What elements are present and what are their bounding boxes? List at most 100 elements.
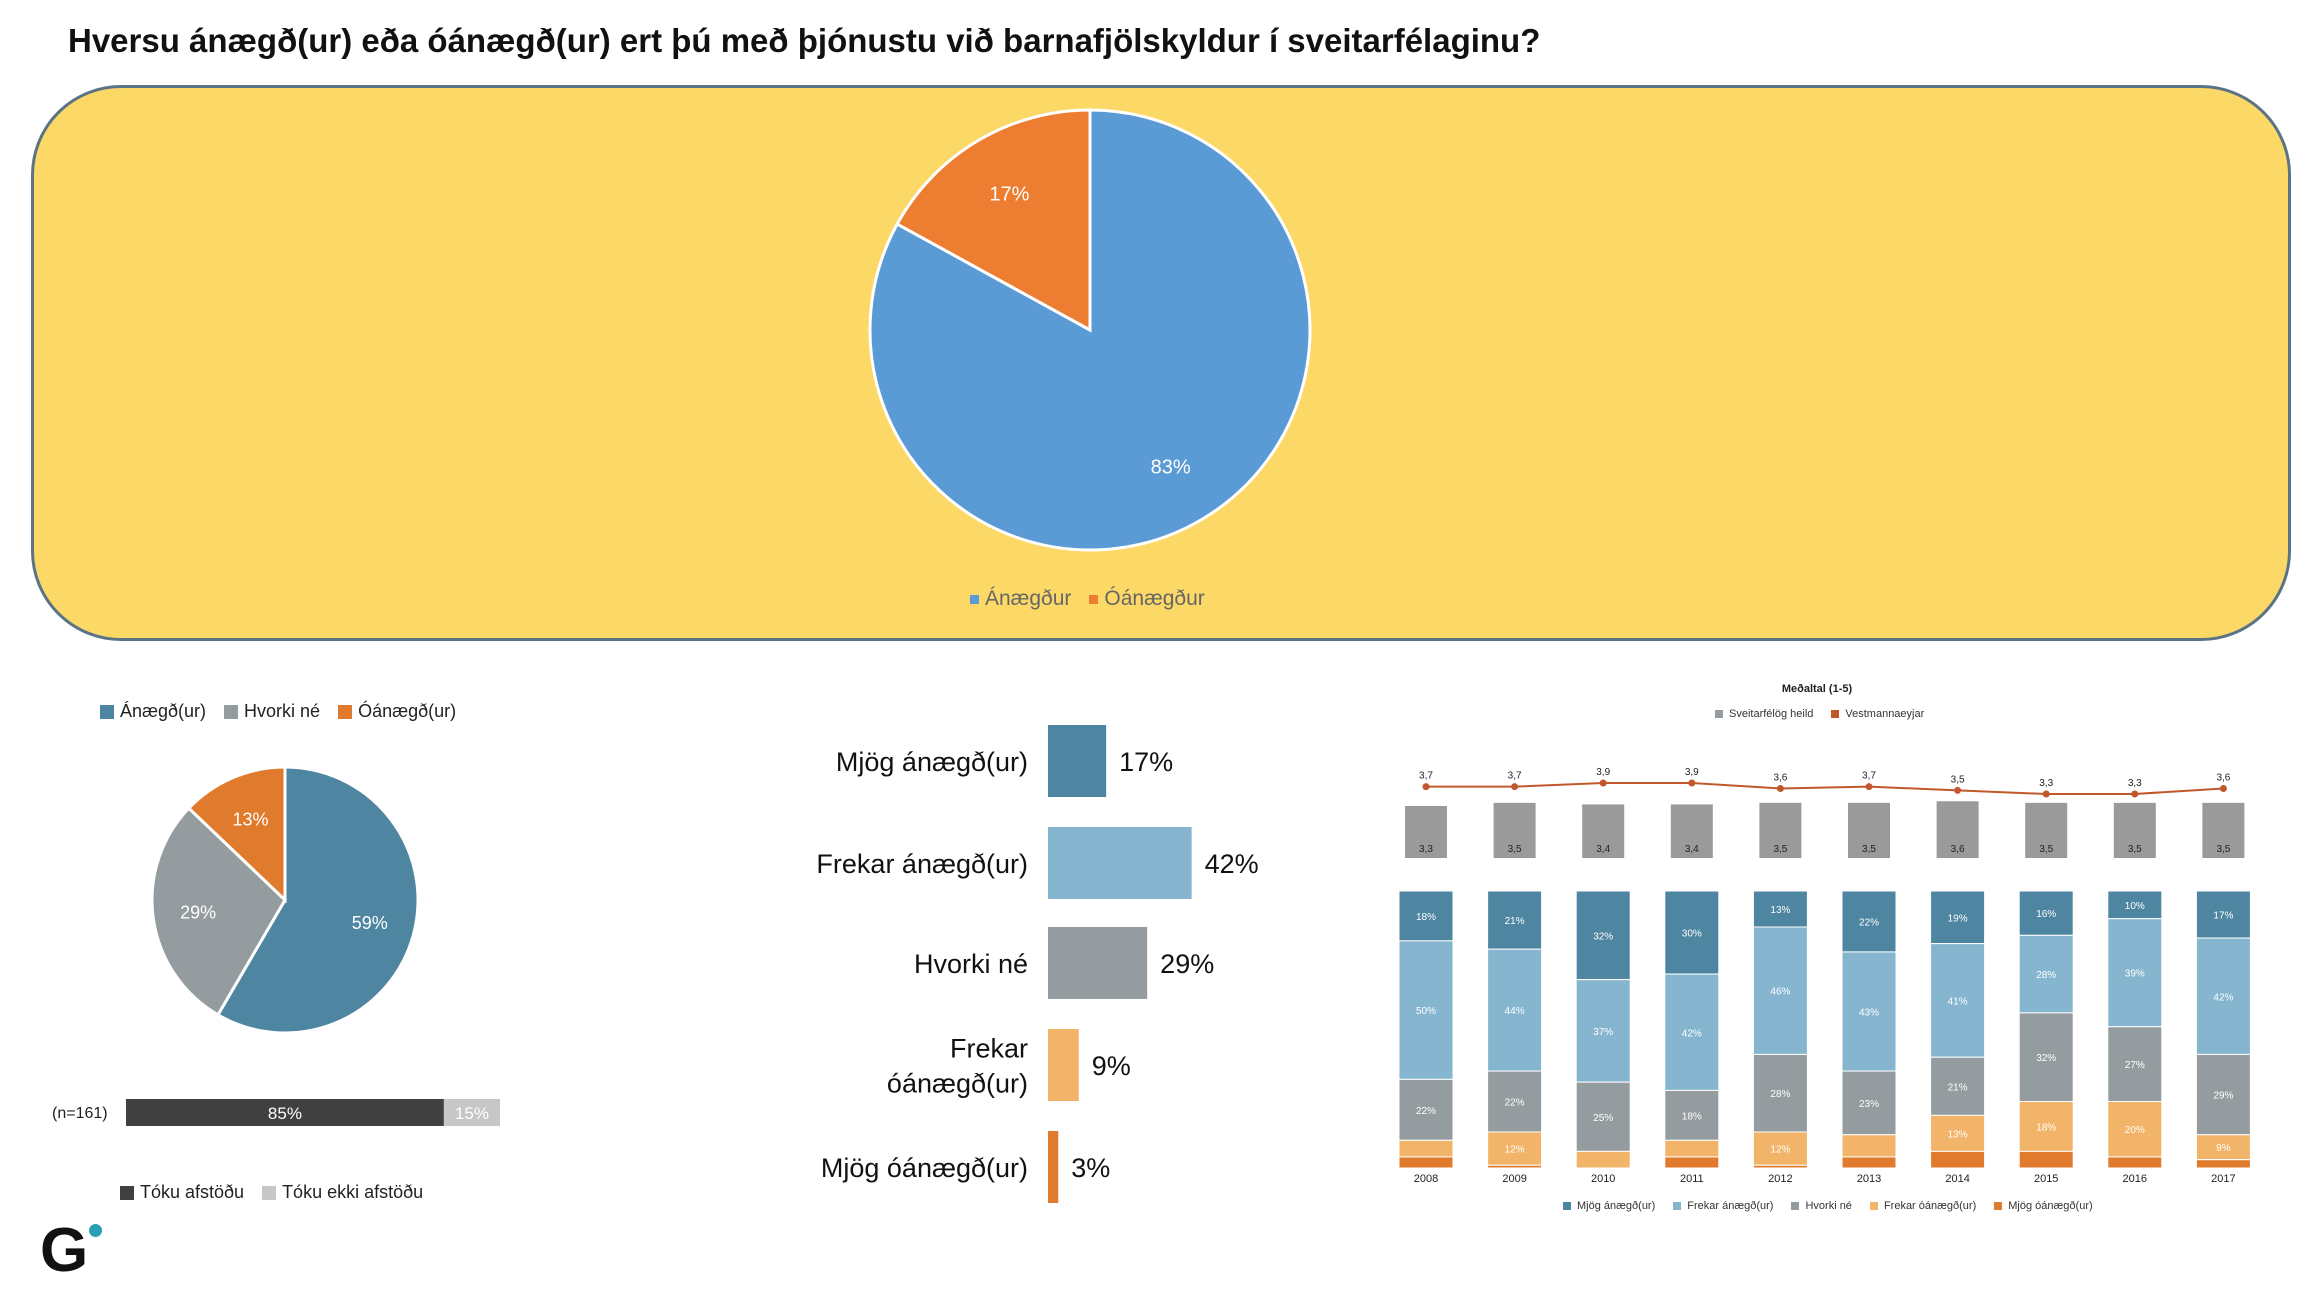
average-bar [1759,802,1802,858]
average-bar [2025,802,2068,858]
stack-label: 21% [1505,916,1525,927]
stack-segment-frekar-a-n-g-ur [1930,943,1986,1058]
category-label-frekar-o-a-n-g-ur: óánægð(ur) [887,1069,1028,1099]
line-point-label: 3,9 [1685,767,1699,778]
small-legend-item-hvorki-ne: Hvorki né [224,701,320,722]
legend-label: Mjög ánægð(ur) [1577,1200,1656,1212]
line-point [2131,790,2139,798]
average-bar [1405,806,1447,858]
legend-label: Hvorki né [1805,1200,1852,1212]
stack-label: 20% [2125,1125,2145,1136]
legend-label: Vestmannaeyjar [1845,708,1925,720]
line-point [1865,783,1873,791]
stack-segment-frekar-a-n-g-ur [2107,918,2163,1028]
stack-label: 9% [2216,1143,2231,1154]
stack-label: 23% [1859,1099,1879,1110]
legend-label: Hvorki né [244,701,321,721]
stack-label: 13% [1770,905,1790,916]
stack-label: 28% [2036,970,2056,981]
year-label: 2008 [1414,1173,1438,1185]
legend-swatch [338,704,353,719]
legend-label: Óánægð(ur) [358,701,457,721]
stack-segment-mjo-g-o-a-n-g-ur [2018,1150,2074,1169]
stack-label: 18% [2036,1122,2056,1133]
bar-value-hvorki-ne: 29% [1160,949,1214,979]
response-legend-item-to-ku-ekki-afsto-u: Tóku ekki afstöðu [262,1182,423,1203]
stack-segment-hvorki-ne [2195,1053,2251,1136]
logo-dot-icon [89,1224,102,1237]
stack-segment-frekar-a-n-g-ur [1664,973,1720,1091]
stack-segment-frekar-o-a-n-g-ur [1930,1114,1986,1152]
legend-label: Frekar ánægð(ur) [1687,1200,1774,1212]
stack-segment-mjo-g-o-a-n-g-ur [1398,1156,1454,1169]
stack-segment-hvorki-ne [1487,1070,1543,1133]
year-label: 2011 [1680,1173,1704,1185]
main-pie-legend: Ánægður Óánægður [970,587,1223,611]
stack-segment-mjo-g-a-n-g-ur [1841,890,1897,953]
stack-segment-mjo-g-a-n-g-ur [1575,890,1631,981]
stack-label: 17% [2213,911,2233,922]
line-point [1954,786,1962,794]
stack-segment-mjo-g-o-a-n-g-ur [1930,1150,1986,1169]
stack-label: 42% [1682,1028,1702,1039]
legend-label: Ánægður [985,587,1072,610]
line-point [1776,785,1784,792]
pie-label-o-a-n-g-ur: 13% [232,810,268,830]
stack-segment-mjo-g-o-a-n-g-ur [1752,1164,1808,1169]
stack-label: 12% [1770,1145,1790,1156]
bar-frekar-a-n-g-ur [1048,827,1192,899]
legend-swatch [120,1185,134,1200]
stack-segment-frekar-a-n-g-ur [1841,951,1897,1072]
stack-segment-frekar-o-a-n-g-ur [1664,1139,1720,1158]
bar-value-frekar-a-n-g-ur: 42% [1205,849,1259,879]
legend-label: Mjög óánægð(ur) [2008,1200,2093,1212]
stack-segment-hvorki-ne [2018,1012,2074,1103]
average-bar [1848,802,1890,858]
stack-segment-hvorki-ne [2107,1026,2163,1103]
average-bar-label: 3,4 [1596,844,1610,855]
legend-swatch [1715,710,1723,718]
stack-label: 18% [1416,912,1436,923]
line-point-label: 3,9 [1596,767,1610,778]
stack-segment-mjo-g-a-n-g-ur [1487,890,1543,950]
stack-label: 30% [1682,929,1702,940]
legend-label: Sveitarfélög heild [1729,708,1814,720]
line-point-label: 3,6 [2216,773,2230,784]
year-label: 2009 [1502,1173,1526,1185]
legend-swatch [1994,1202,2003,1210]
average-bar [2202,802,2245,858]
legend-label: Óánægður [1104,587,1205,610]
average-bar-label: 3,5 [1773,844,1787,855]
stack-segment-frekar-a-n-g-ur [1752,926,1808,1055]
stack-segment-mjo-g-a-n-g-ur [2018,890,2074,936]
stack-segment-mjo-g-a-n-g-ur [1398,890,1454,942]
stack-label: 41% [1948,996,1968,1007]
sample-size-label: (n=161) [52,1105,108,1122]
legend-swatch [262,1185,277,1200]
line-point [1422,783,1430,791]
average-bar-label: 3,5 [2039,844,2053,855]
bar-value-mjo-g-a-n-g-ur: 17% [1119,747,1173,777]
year-label: 2015 [2034,1173,2058,1185]
category-label-mjo-g-o-a-n-g-ur: Mjög óánægð(ur) [821,1153,1028,1183]
stacked-legend-item-hvorki-ne: Hvorki né [1791,1200,1852,1212]
stack-label: 19% [1948,913,1968,924]
stack-label: 12% [1505,1145,1525,1156]
stack-label: 21% [1948,1082,1968,1093]
logo: G [40,1216,89,1285]
stack-segment-frekar-o-a-n-g-ur [1398,1139,1454,1158]
year-label: 2017 [2211,1173,2235,1185]
year-label: 2016 [2123,1173,2147,1185]
stack-label: 44% [1505,1006,1525,1017]
line-point-label: 3,3 [2128,778,2142,789]
average-bar-label: 3,3 [1419,844,1433,855]
stack-label: 16% [2036,909,2056,920]
highlight-panel [31,85,2291,641]
legend-swatch [1831,710,1840,718]
stack-segment-frekar-o-a-n-g-ur [1752,1131,1808,1166]
stack-segment-mjo-g-a-n-g-ur [2195,890,2251,939]
legend-label: Tóku afstöðu [140,1182,245,1202]
stack-segment-mjo-g-a-n-g-ur [1930,890,1986,945]
stack-segment-hvorki-ne [1752,1053,1808,1133]
category-label-mjo-g-a-n-g-ur: Mjög ánægð(ur) [836,747,1028,777]
